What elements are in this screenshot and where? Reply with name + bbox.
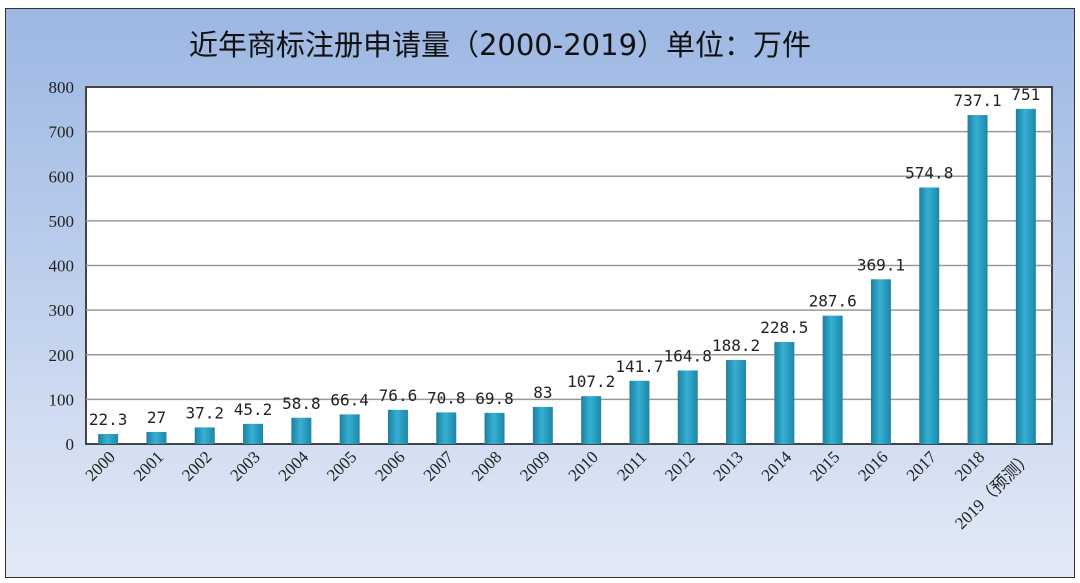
data-label: 107.2 <box>567 372 615 391</box>
data-label: 83 <box>533 383 552 402</box>
y-tick-label: 700 <box>49 123 75 142</box>
bar-2003 <box>243 423 264 444</box>
x-tick-label: 2000 <box>82 447 119 484</box>
data-label: 574.8 <box>905 163 953 182</box>
bar-2017 <box>919 187 940 445</box>
data-label: 228.5 <box>760 318 808 337</box>
bar-2008 <box>484 412 505 444</box>
x-tick-label: 2015 <box>806 447 843 484</box>
x-tick-label: 2010 <box>565 447 602 484</box>
bar-2018 <box>967 115 988 444</box>
data-label: 66.4 <box>330 390 369 409</box>
bar-2010 <box>581 396 602 444</box>
bar-2004 <box>291 417 312 444</box>
y-tick-label: 400 <box>49 257 75 276</box>
bar-2005 <box>339 414 360 444</box>
x-tick-label: 2011 <box>613 447 650 484</box>
data-label: 287.6 <box>809 292 857 311</box>
bar-2013 <box>726 360 747 444</box>
bar-2015 <box>822 315 843 444</box>
y-tick-label: 500 <box>49 212 75 231</box>
x-tick-label: 2014 <box>758 447 796 485</box>
bar-2007 <box>436 412 457 444</box>
x-tick-label: 2018 <box>951 447 988 484</box>
data-label: 22.3 <box>89 410 128 429</box>
data-label: 141.7 <box>615 357 663 376</box>
x-tick-label: 2017 <box>903 447 941 485</box>
x-tick-label: 2012 <box>661 447 698 484</box>
bar-2019（预测） <box>1015 108 1036 445</box>
data-label: 70.8 <box>427 388 466 407</box>
bar-2009 <box>532 406 553 444</box>
x-tick-label: 2004 <box>275 447 313 485</box>
bar-2014 <box>774 342 795 444</box>
x-tick-label: 2003 <box>226 447 263 484</box>
x-tick-label: 2009 <box>516 447 553 484</box>
bar-2016 <box>870 279 891 444</box>
bar-2011 <box>629 380 650 444</box>
bar-2006 <box>387 409 408 444</box>
data-label: 751 <box>1011 85 1040 104</box>
y-tick-label: 100 <box>49 390 75 409</box>
x-tick-label: 2013 <box>709 447 746 484</box>
data-label: 737.1 <box>953 91 1001 110</box>
data-label: 37.2 <box>185 403 224 422</box>
data-label: 69.8 <box>475 389 514 408</box>
bar-2002 <box>194 427 215 444</box>
bar-2001 <box>146 431 167 444</box>
x-tick-label: 2002 <box>178 447 215 484</box>
x-tick-label: 2006 <box>371 447 408 484</box>
bar-2012 <box>677 370 698 444</box>
y-tick-label: 800 <box>49 78 75 97</box>
y-tick-label: 0 <box>66 435 75 454</box>
x-tick-label: 2016 <box>854 447 891 484</box>
x-tick-label: 2007 <box>420 447 458 485</box>
data-label: 164.8 <box>664 346 712 365</box>
data-label: 27 <box>147 408 166 427</box>
y-tick-label: 200 <box>49 346 75 365</box>
x-tick-label: 2005 <box>323 447 360 484</box>
x-tick-label: 2008 <box>468 447 505 484</box>
data-label: 188.2 <box>712 336 760 355</box>
chart-title: 近年商标注册申请量（2000-2019）单位：万件 <box>188 28 812 62</box>
y-tick-label: 300 <box>49 301 75 320</box>
x-tick-label: 2001 <box>130 447 167 484</box>
data-label: 369.1 <box>857 255 905 274</box>
bar-2000 <box>98 434 119 444</box>
data-label: 58.8 <box>282 394 321 413</box>
data-label: 76.6 <box>379 386 418 405</box>
y-tick-label: 600 <box>49 167 75 186</box>
data-label: 45.2 <box>234 400 273 419</box>
